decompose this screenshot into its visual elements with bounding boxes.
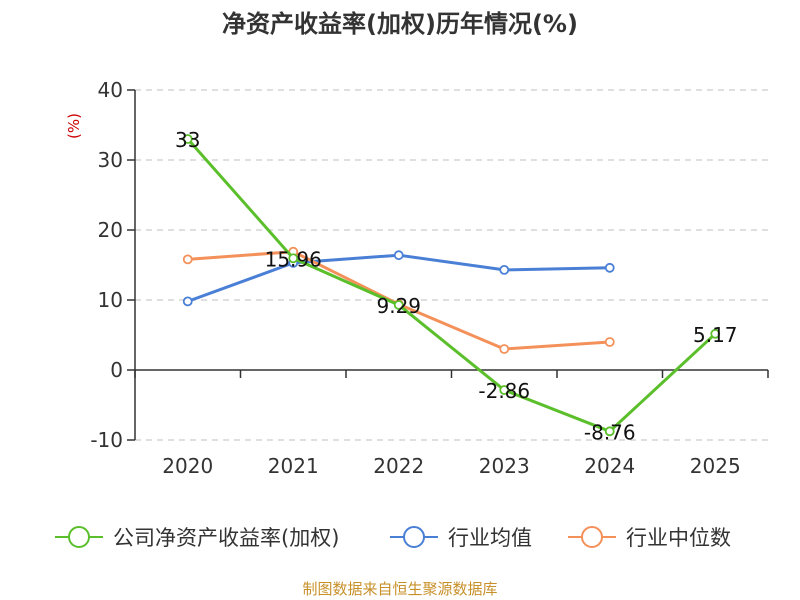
y-tick-label: -10 [90,428,123,452]
series-group [182,134,721,437]
data-label: 5.17 [693,323,738,347]
x-tick-label: 2020 [162,454,213,478]
chart-title: 净资产收益率(加权)历年情况(%) [222,10,578,38]
legend-label: 行业均值 [448,526,532,550]
data-point-1 [393,250,404,261]
data-point-0 [393,300,404,310]
data-point-0 [288,253,299,264]
series-line-0 [186,138,717,433]
data-point-1 [604,262,615,273]
x-tick-label: 2022 [373,454,424,478]
data-point-0 [182,134,193,144]
data-label: -2.86 [478,379,530,403]
y-tick-label: 40 [98,78,123,102]
y-axis-label: (%) [65,113,83,139]
data-point-1 [499,264,510,275]
legend[interactable]: 公司净资产收益率(加权) 行业均值 行业中位数 [55,526,731,550]
y-tick-label: 0 [110,358,123,382]
legend-label: 行业中位数 [626,526,731,550]
source-note: 制图数据来自恒生聚源数据库 [302,580,497,598]
x-tick-label: 2025 [690,454,741,478]
data-point-2 [499,344,510,354]
y-tick-label: 10 [98,288,123,312]
data-label: 9.29 [376,294,421,318]
data-point-2 [604,337,615,347]
data-point-0 [499,385,510,395]
data-point-0 [604,426,615,437]
data-point-0 [710,328,721,339]
grid-lines [135,89,768,441]
x-tick-label: 2024 [584,454,635,478]
x-tick-label: 2023 [479,454,530,478]
legend-marker [68,526,90,548]
legend-item-1[interactable]: 行业均值 [390,526,532,550]
legend-item-0[interactable]: 公司净资产收益率(加权) [55,526,339,550]
legend-marker [403,526,425,548]
data-point-2 [182,254,193,265]
legend-marker [581,526,603,548]
y-tick-label: 30 [98,148,123,172]
data-label: -8.76 [584,420,636,444]
y-tick-label: 20 [98,218,123,242]
legend-item-2[interactable]: 行业中位数 [568,526,731,550]
data-label: 15.96 [265,247,322,271]
data-point-1 [182,296,193,307]
data-label: 33 [175,128,200,152]
data-labels: 33 15.96 9.29 -2.86 -8.76 5.17 [175,128,737,444]
axes: -10 0 10 20 30 40 2020 2021 2022 2023 2024 2025 [90,78,769,478]
legend-label: 公司净资产收益率(加权) [113,526,339,550]
x-tick-label: 2021 [268,454,319,478]
